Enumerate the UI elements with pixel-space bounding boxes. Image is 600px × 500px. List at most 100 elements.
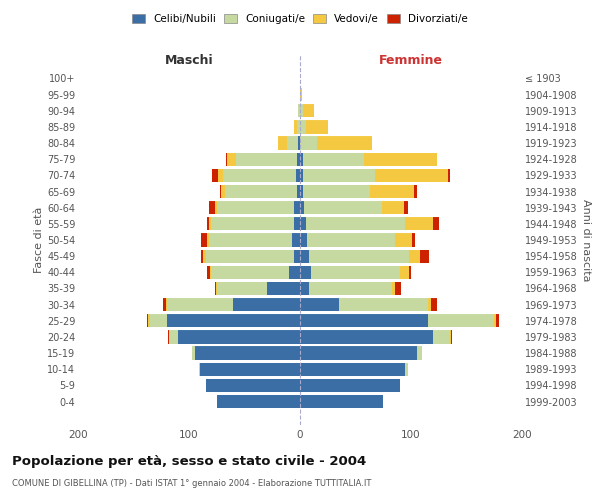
Bar: [300, 362, 406, 376]
Bar: [207, 217, 209, 230]
Bar: [295, 201, 300, 214]
Bar: [215, 282, 217, 295]
Bar: [150, 314, 167, 328]
Bar: [206, 250, 295, 263]
Bar: [148, 314, 150, 328]
Bar: [416, 346, 422, 360]
Bar: [217, 395, 300, 408]
Bar: [339, 298, 428, 311]
Bar: [305, 217, 406, 230]
Text: Femmine: Femmine: [379, 54, 443, 67]
Bar: [207, 234, 209, 246]
Bar: [215, 201, 217, 214]
Bar: [300, 395, 383, 408]
Bar: [370, 185, 415, 198]
Bar: [224, 185, 296, 198]
Bar: [201, 250, 203, 263]
Bar: [307, 234, 395, 246]
Bar: [217, 201, 295, 214]
Bar: [212, 169, 218, 182]
Bar: [300, 169, 304, 182]
Bar: [428, 314, 494, 328]
Bar: [147, 314, 148, 328]
Bar: [496, 314, 499, 328]
Bar: [295, 217, 300, 230]
Bar: [395, 234, 412, 246]
Bar: [207, 266, 210, 279]
Text: Maschi: Maschi: [164, 54, 214, 67]
Bar: [415, 185, 416, 198]
Bar: [376, 169, 448, 182]
Bar: [289, 266, 300, 279]
Bar: [317, 136, 372, 149]
Bar: [220, 185, 221, 198]
Bar: [166, 298, 167, 311]
Bar: [431, 298, 437, 311]
Bar: [295, 120, 296, 134]
Bar: [392, 282, 395, 295]
Bar: [266, 282, 300, 295]
Bar: [200, 362, 300, 376]
Bar: [206, 379, 300, 392]
Bar: [178, 330, 300, 344]
Bar: [287, 136, 298, 149]
Bar: [210, 266, 211, 279]
Bar: [201, 234, 207, 246]
Bar: [311, 266, 400, 279]
Text: Popolazione per età, sesso e stato civile - 2004: Popolazione per età, sesso e stato civil…: [12, 455, 366, 468]
Bar: [296, 120, 300, 134]
Bar: [300, 136, 317, 149]
Bar: [309, 250, 409, 263]
Bar: [428, 298, 431, 311]
Bar: [292, 234, 300, 246]
Bar: [298, 136, 300, 149]
Bar: [211, 266, 289, 279]
Bar: [300, 88, 302, 101]
Bar: [433, 330, 450, 344]
Bar: [304, 169, 376, 182]
Y-axis label: Fasce di età: Fasce di età: [34, 207, 44, 273]
Bar: [300, 234, 307, 246]
Bar: [218, 169, 223, 182]
Bar: [304, 201, 382, 214]
Bar: [304, 185, 370, 198]
Bar: [404, 201, 407, 214]
Bar: [199, 362, 200, 376]
Bar: [233, 298, 300, 311]
Bar: [209, 217, 211, 230]
Bar: [209, 234, 292, 246]
Bar: [494, 314, 496, 328]
Bar: [193, 346, 194, 360]
Bar: [227, 152, 236, 166]
Bar: [296, 185, 300, 198]
Bar: [300, 330, 433, 344]
Bar: [304, 152, 364, 166]
Bar: [406, 217, 433, 230]
Bar: [300, 266, 311, 279]
Bar: [221, 185, 224, 198]
Bar: [168, 330, 169, 344]
Bar: [400, 266, 409, 279]
Bar: [304, 104, 314, 118]
Bar: [300, 346, 416, 360]
Bar: [167, 314, 300, 328]
Bar: [395, 282, 401, 295]
Y-axis label: Anni di nascita: Anni di nascita: [581, 198, 592, 281]
Bar: [226, 152, 227, 166]
Bar: [448, 169, 450, 182]
Bar: [300, 152, 304, 166]
Bar: [309, 282, 392, 295]
Legend: Celibi/Nubili, Coniugati/e, Vedovi/e, Divorziati/e: Celibi/Nubili, Coniugati/e, Vedovi/e, Di…: [130, 12, 470, 26]
Bar: [409, 250, 420, 263]
Bar: [382, 201, 404, 214]
Bar: [203, 250, 206, 263]
Bar: [412, 234, 415, 246]
Bar: [278, 136, 287, 149]
Bar: [450, 330, 451, 344]
Bar: [300, 250, 309, 263]
Bar: [420, 250, 429, 263]
Bar: [300, 379, 400, 392]
Bar: [300, 104, 304, 118]
Bar: [300, 314, 428, 328]
Bar: [223, 169, 296, 182]
